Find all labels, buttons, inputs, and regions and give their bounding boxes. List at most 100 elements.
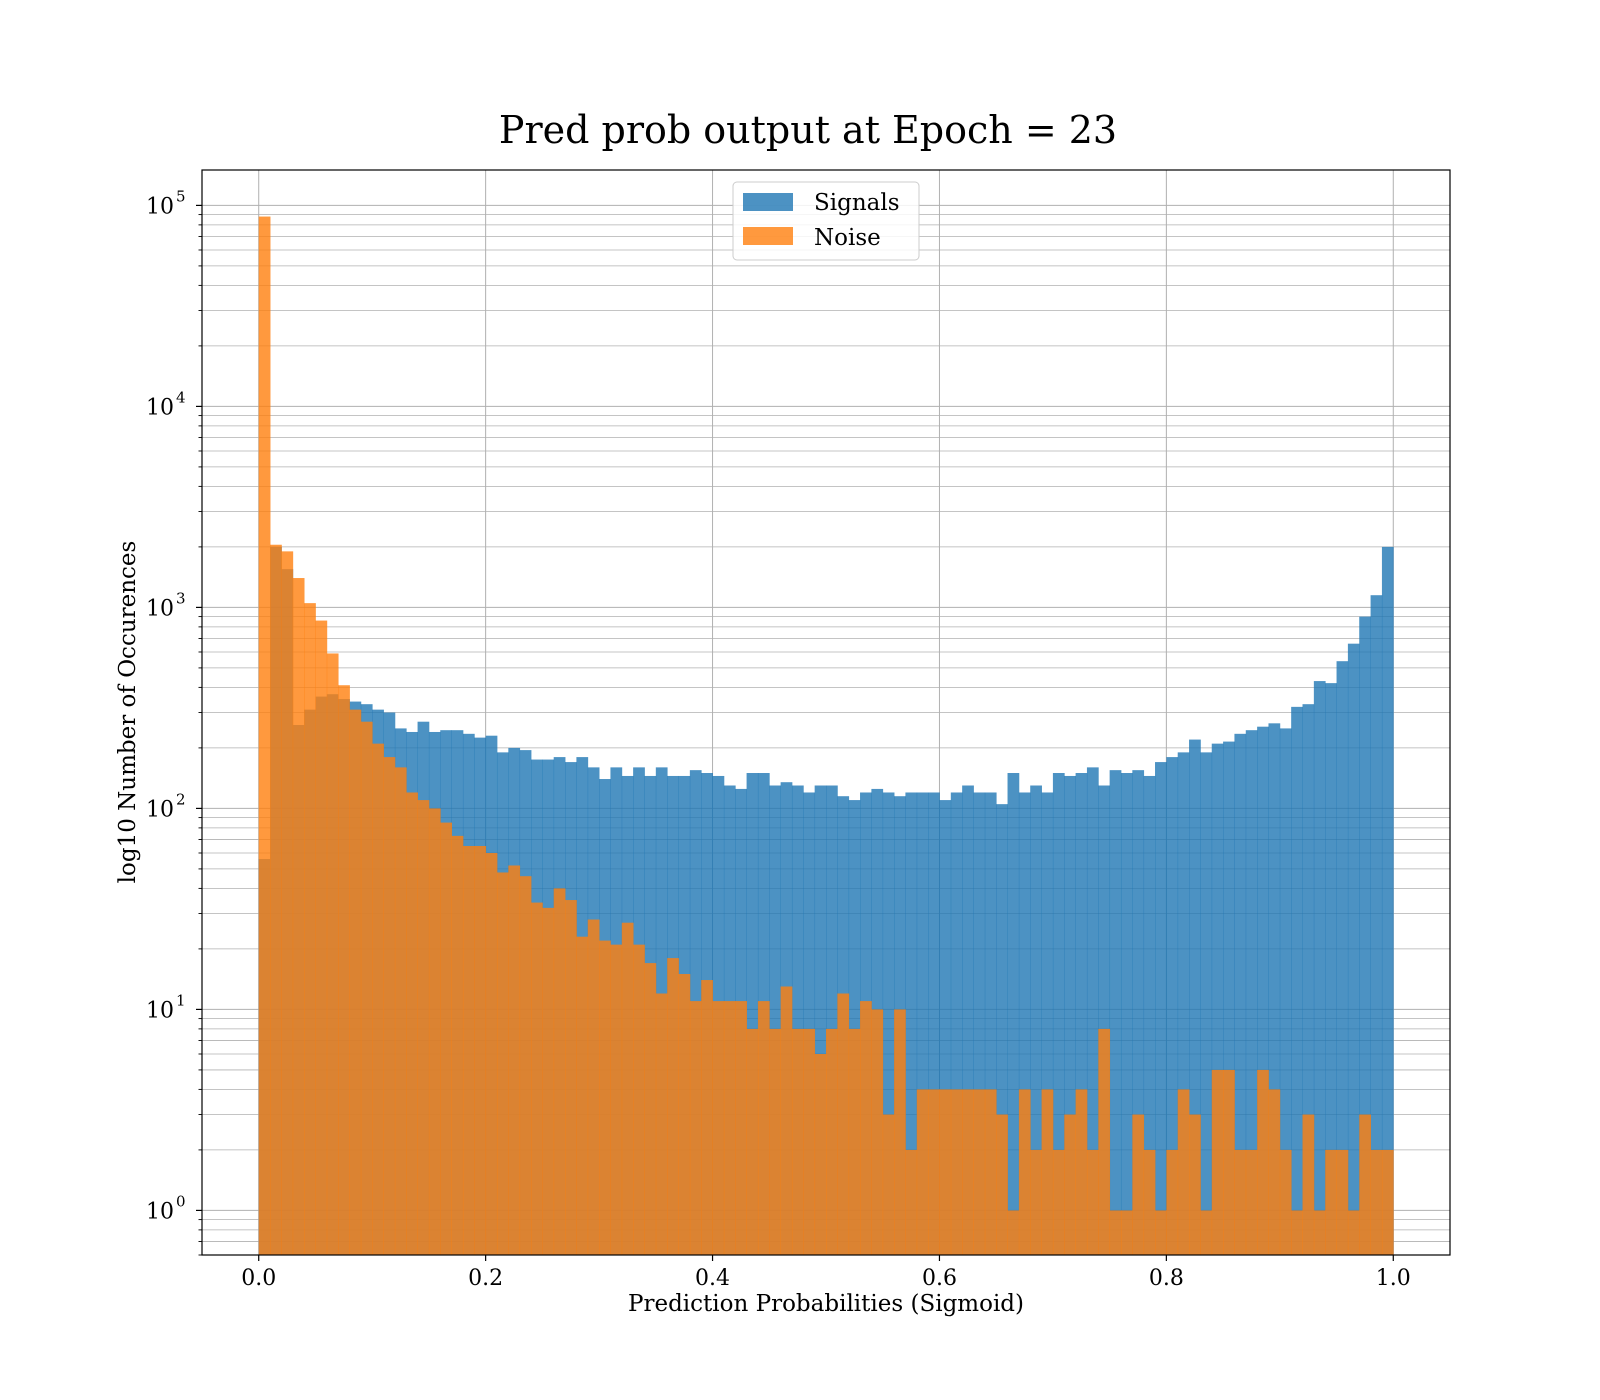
signals-bar bbox=[1098, 785, 1111, 1255]
noise-bar bbox=[712, 1001, 725, 1255]
noise-bar bbox=[973, 1089, 986, 1255]
noise-bar bbox=[428, 808, 441, 1255]
signals-bar bbox=[848, 800, 861, 1255]
x-tick-label: 0.2 bbox=[468, 1266, 503, 1291]
noise-bar bbox=[814, 1053, 827, 1255]
noise-bar bbox=[1166, 1149, 1179, 1255]
noise-bar bbox=[769, 1028, 782, 1255]
x-tick-label: 0.6 bbox=[922, 1266, 957, 1291]
signals-bar bbox=[1313, 681, 1326, 1255]
noise-bar bbox=[372, 743, 384, 1255]
noise-bar bbox=[644, 963, 657, 1255]
noise-bar bbox=[860, 1001, 872, 1255]
noise-bar bbox=[621, 922, 634, 1255]
noise-bar bbox=[1086, 1149, 1099, 1255]
signals-bar bbox=[1359, 616, 1371, 1255]
y-tick-exponent: 1 bbox=[176, 991, 186, 1009]
noise-bar bbox=[1257, 1069, 1269, 1255]
legend-swatch-noise bbox=[743, 227, 793, 245]
signals-bar bbox=[1370, 595, 1383, 1255]
noise-bar bbox=[735, 1001, 747, 1255]
y-tick-exponent: 3 bbox=[176, 589, 186, 607]
noise-bar bbox=[894, 1009, 906, 1255]
noise-bar bbox=[610, 944, 623, 1255]
signals-bar bbox=[1030, 785, 1042, 1255]
noise-bar bbox=[1370, 1149, 1383, 1255]
signals-bar bbox=[1211, 743, 1224, 1255]
signals-bar bbox=[1064, 775, 1076, 1255]
signals-bar bbox=[950, 792, 963, 1255]
noise-bar bbox=[633, 944, 645, 1255]
noise-bar bbox=[882, 1114, 895, 1255]
signals-bar bbox=[1223, 741, 1235, 1255]
x-tick-label: 1.0 bbox=[1376, 1266, 1411, 1291]
noise-bar bbox=[349, 709, 362, 1255]
signals-bar bbox=[905, 792, 918, 1255]
signals-bar bbox=[1120, 773, 1133, 1255]
x-axis: 0.0 0.2 0.4 0.6 0.8 1.0 bbox=[241, 1255, 1411, 1291]
noise-bar bbox=[996, 1114, 1008, 1255]
x-axis-label: Prediction Probabilities (Sigmoid) bbox=[628, 1291, 1024, 1317]
noise-bar bbox=[1132, 1114, 1145, 1255]
noise-bar bbox=[689, 1001, 702, 1255]
noise-bar bbox=[1098, 1028, 1111, 1255]
signals-bar bbox=[973, 792, 986, 1255]
y-tick-exponent: 0 bbox=[176, 1192, 186, 1210]
signals-bar bbox=[1086, 767, 1099, 1255]
noise-bar bbox=[678, 974, 691, 1255]
noise-bar bbox=[258, 216, 271, 1255]
noise-bar bbox=[803, 1028, 816, 1255]
noise-bar bbox=[1041, 1089, 1054, 1255]
noise-bar bbox=[1279, 1149, 1292, 1255]
noise-bar bbox=[1120, 1210, 1133, 1255]
noise-bar bbox=[1336, 1149, 1349, 1255]
noise-bar bbox=[406, 792, 418, 1255]
noise-bar bbox=[1359, 1114, 1371, 1255]
noise-bar bbox=[326, 653, 339, 1255]
noise-bar bbox=[451, 835, 464, 1255]
noise-bar bbox=[462, 846, 475, 1255]
noise-bar bbox=[485, 852, 498, 1255]
noise-bars bbox=[258, 216, 1394, 1255]
signals-bar bbox=[1257, 726, 1269, 1255]
noise-bar bbox=[1313, 1210, 1326, 1255]
signals-bar bbox=[984, 792, 997, 1255]
chart-title: Pred prob output at Epoch = 23 bbox=[499, 108, 1117, 152]
signals-bar bbox=[803, 792, 816, 1255]
signals-bar bbox=[916, 792, 929, 1255]
y-axis-label: log10 Number of Occurences bbox=[115, 541, 141, 884]
noise-bar bbox=[848, 1028, 861, 1255]
noise-bar bbox=[928, 1089, 940, 1255]
noise-bar bbox=[292, 578, 305, 1255]
noise-bar bbox=[338, 685, 350, 1255]
noise-bar bbox=[281, 551, 294, 1255]
noise-bar bbox=[1052, 1149, 1065, 1255]
noise-bar bbox=[1268, 1089, 1281, 1255]
noise-bar bbox=[1109, 1210, 1122, 1255]
signals-bar bbox=[1075, 773, 1088, 1255]
x-tick-label: 0.8 bbox=[1149, 1266, 1184, 1291]
noise-bar bbox=[1245, 1149, 1258, 1255]
signals-bar bbox=[1143, 775, 1156, 1255]
noise-bar bbox=[1064, 1114, 1076, 1255]
noise-bar bbox=[1291, 1210, 1303, 1255]
y-tick-label: 10 bbox=[146, 596, 174, 621]
noise-bar bbox=[1075, 1089, 1088, 1255]
noise-bar bbox=[553, 888, 566, 1255]
noise-bar bbox=[1381, 1149, 1394, 1255]
signals-bar bbox=[746, 773, 759, 1255]
noise-bar bbox=[576, 936, 589, 1255]
signals-bar bbox=[1052, 773, 1065, 1255]
noise-bar bbox=[1200, 1210, 1213, 1255]
noise-bar bbox=[383, 757, 396, 1255]
y-tick-exponent: 4 bbox=[176, 388, 186, 406]
noise-bar bbox=[394, 767, 407, 1255]
signals-bar bbox=[1245, 730, 1258, 1255]
noise-bar bbox=[746, 1028, 759, 1255]
noise-bar bbox=[565, 900, 577, 1255]
noise-bar bbox=[508, 865, 521, 1255]
noise-bar bbox=[440, 822, 452, 1255]
noise-bar bbox=[496, 872, 509, 1255]
signals-bar bbox=[1200, 752, 1213, 1255]
